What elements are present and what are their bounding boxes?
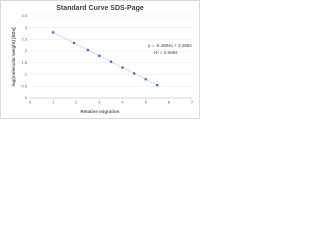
y-tick-label: 0: [25, 95, 28, 100]
point: [98, 54, 101, 58]
trendline: [53, 32, 158, 86]
y-axis-label: log(molecular weight) [kDa]: [11, 27, 16, 87]
y-tick-label: 1.5: [21, 60, 27, 65]
r-squared: R² = 0.9984: [154, 50, 178, 55]
x-tick-label: 2: [75, 100, 78, 105]
x-tick-label: 6: [168, 100, 171, 105]
chart: Standard Curve SDS-Page Relative migrati…: [0, 0, 200, 119]
y-tick-label: 2: [25, 48, 28, 53]
equation: y = -0.4994x + 3.2894: [148, 43, 192, 48]
y-tick-label: 0.5: [21, 83, 27, 88]
y-tick-label: 1: [25, 72, 28, 77]
point: [155, 83, 159, 87]
point: [144, 77, 148, 81]
point: [109, 60, 113, 63]
x-tick-label: 4: [121, 100, 124, 105]
x-tick-label: 5: [145, 100, 148, 105]
point: [86, 48, 90, 52]
point: [121, 66, 124, 69]
x-tick-label: 0: [29, 100, 32, 105]
y-tick-label: 3: [25, 25, 28, 30]
chart-title: Standard Curve SDS-Page: [56, 5, 144, 12]
y-tick-label: 3.5: [21, 13, 27, 18]
x-tick-label: 3: [98, 100, 101, 105]
x-tick-label: 7: [191, 100, 194, 105]
chart-frame: [0, 0, 200, 119]
point: [72, 41, 76, 45]
x-tick-label: 1: [52, 100, 55, 105]
y-tick-label: 2.5: [21, 36, 27, 41]
point: [51, 31, 55, 34]
x-axis-label: Relative migration: [80, 109, 119, 114]
point: [132, 72, 136, 75]
